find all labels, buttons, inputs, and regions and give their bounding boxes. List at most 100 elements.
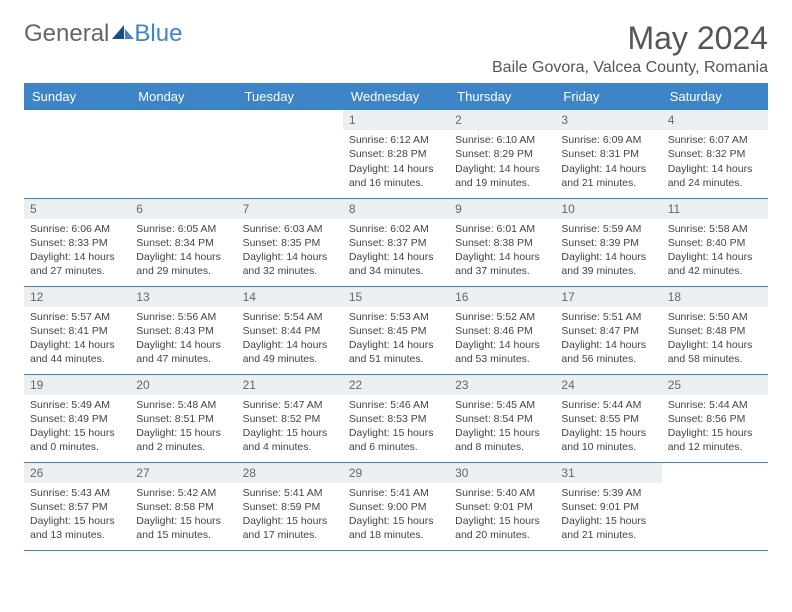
- day-number: 20: [130, 375, 236, 395]
- calendar-week-row: 26Sunrise: 5:43 AMSunset: 8:57 PMDayligh…: [24, 462, 768, 550]
- day-details: Sunrise: 5:41 AMSunset: 9:00 PMDaylight:…: [343, 483, 449, 547]
- day-details: Sunrise: 5:47 AMSunset: 8:52 PMDaylight:…: [237, 395, 343, 459]
- calendar-day-cell: 16Sunrise: 5:52 AMSunset: 8:46 PMDayligh…: [449, 286, 555, 374]
- calendar-day-cell: 1Sunrise: 6:12 AMSunset: 8:28 PMDaylight…: [343, 110, 449, 198]
- calendar-day-cell: [130, 110, 236, 198]
- day-number: 17: [555, 287, 661, 307]
- day-number: 11: [662, 199, 768, 219]
- title-block: May 2024 Baile Govora, Valcea County, Ro…: [492, 20, 768, 77]
- weekday-header-row: SundayMondayTuesdayWednesdayThursdayFrid…: [24, 83, 768, 110]
- calendar-week-row: 19Sunrise: 5:49 AMSunset: 8:49 PMDayligh…: [24, 374, 768, 462]
- calendar-day-cell: 5Sunrise: 6:06 AMSunset: 8:33 PMDaylight…: [24, 198, 130, 286]
- month-title: May 2024: [492, 20, 768, 57]
- day-details: Sunrise: 5:50 AMSunset: 8:48 PMDaylight:…: [662, 307, 768, 371]
- day-number: 28: [237, 463, 343, 483]
- day-details: Sunrise: 5:57 AMSunset: 8:41 PMDaylight:…: [24, 307, 130, 371]
- day-details: Sunrise: 5:52 AMSunset: 8:46 PMDaylight:…: [449, 307, 555, 371]
- day-details: Sunrise: 6:10 AMSunset: 8:29 PMDaylight:…: [449, 130, 555, 194]
- day-number: 3: [555, 110, 661, 130]
- day-details: Sunrise: 5:54 AMSunset: 8:44 PMDaylight:…: [237, 307, 343, 371]
- calendar-day-cell: 9Sunrise: 6:01 AMSunset: 8:38 PMDaylight…: [449, 198, 555, 286]
- day-details: Sunrise: 6:06 AMSunset: 8:33 PMDaylight:…: [24, 219, 130, 283]
- day-details: Sunrise: 5:59 AMSunset: 8:39 PMDaylight:…: [555, 219, 661, 283]
- weekday-header: Monday: [130, 83, 236, 110]
- calendar-day-cell: 14Sunrise: 5:54 AMSunset: 8:44 PMDayligh…: [237, 286, 343, 374]
- day-details: Sunrise: 5:45 AMSunset: 8:54 PMDaylight:…: [449, 395, 555, 459]
- day-number: 7: [237, 199, 343, 219]
- day-details: Sunrise: 6:07 AMSunset: 8:32 PMDaylight:…: [662, 130, 768, 194]
- day-details: Sunrise: 6:12 AMSunset: 8:28 PMDaylight:…: [343, 130, 449, 194]
- day-number: 26: [24, 463, 130, 483]
- calendar-day-cell: 12Sunrise: 5:57 AMSunset: 8:41 PMDayligh…: [24, 286, 130, 374]
- weekday-header: Saturday: [662, 83, 768, 110]
- day-details: Sunrise: 5:43 AMSunset: 8:57 PMDaylight:…: [24, 483, 130, 547]
- calendar-day-cell: 26Sunrise: 5:43 AMSunset: 8:57 PMDayligh…: [24, 462, 130, 550]
- day-details: Sunrise: 5:48 AMSunset: 8:51 PMDaylight:…: [130, 395, 236, 459]
- day-details: Sunrise: 5:40 AMSunset: 9:01 PMDaylight:…: [449, 483, 555, 547]
- calendar-day-cell: [662, 462, 768, 550]
- day-details: Sunrise: 5:51 AMSunset: 8:47 PMDaylight:…: [555, 307, 661, 371]
- day-details: Sunrise: 6:09 AMSunset: 8:31 PMDaylight:…: [555, 130, 661, 194]
- calendar-day-cell: 29Sunrise: 5:41 AMSunset: 9:00 PMDayligh…: [343, 462, 449, 550]
- logo-text2: Blue: [134, 20, 182, 48]
- calendar-week-row: 12Sunrise: 5:57 AMSunset: 8:41 PMDayligh…: [24, 286, 768, 374]
- calendar-day-cell: 27Sunrise: 5:42 AMSunset: 8:58 PMDayligh…: [130, 462, 236, 550]
- weekday-header: Wednesday: [343, 83, 449, 110]
- day-details: Sunrise: 5:53 AMSunset: 8:45 PMDaylight:…: [343, 307, 449, 371]
- calendar-day-cell: 30Sunrise: 5:40 AMSunset: 9:01 PMDayligh…: [449, 462, 555, 550]
- day-number: 8: [343, 199, 449, 219]
- calendar-week-row: 5Sunrise: 6:06 AMSunset: 8:33 PMDaylight…: [24, 198, 768, 286]
- logo-text1: General: [24, 20, 109, 48]
- calendar-day-cell: 15Sunrise: 5:53 AMSunset: 8:45 PMDayligh…: [343, 286, 449, 374]
- day-number: 14: [237, 287, 343, 307]
- day-details: Sunrise: 5:39 AMSunset: 9:01 PMDaylight:…: [555, 483, 661, 547]
- day-details: Sunrise: 5:46 AMSunset: 8:53 PMDaylight:…: [343, 395, 449, 459]
- weekday-header: Thursday: [449, 83, 555, 110]
- weekday-header: Tuesday: [237, 83, 343, 110]
- day-details: Sunrise: 5:42 AMSunset: 8:58 PMDaylight:…: [130, 483, 236, 547]
- day-number: 4: [662, 110, 768, 130]
- day-details: Sunrise: 5:58 AMSunset: 8:40 PMDaylight:…: [662, 219, 768, 283]
- logo: General Blue: [24, 20, 182, 48]
- day-number: 21: [237, 375, 343, 395]
- calendar-day-cell: 8Sunrise: 6:02 AMSunset: 8:37 PMDaylight…: [343, 198, 449, 286]
- day-number: 2: [449, 110, 555, 130]
- day-number: 22: [343, 375, 449, 395]
- day-details: Sunrise: 5:44 AMSunset: 8:55 PMDaylight:…: [555, 395, 661, 459]
- calendar-day-cell: 7Sunrise: 6:03 AMSunset: 8:35 PMDaylight…: [237, 198, 343, 286]
- day-number: 13: [130, 287, 236, 307]
- calendar-day-cell: 24Sunrise: 5:44 AMSunset: 8:55 PMDayligh…: [555, 374, 661, 462]
- calendar-day-cell: 11Sunrise: 5:58 AMSunset: 8:40 PMDayligh…: [662, 198, 768, 286]
- day-details: Sunrise: 5:41 AMSunset: 8:59 PMDaylight:…: [237, 483, 343, 547]
- calendar-day-cell: 20Sunrise: 5:48 AMSunset: 8:51 PMDayligh…: [130, 374, 236, 462]
- calendar-day-cell: 4Sunrise: 6:07 AMSunset: 8:32 PMDaylight…: [662, 110, 768, 198]
- day-details: Sunrise: 5:44 AMSunset: 8:56 PMDaylight:…: [662, 395, 768, 459]
- day-number: 10: [555, 199, 661, 219]
- calendar-day-cell: [237, 110, 343, 198]
- day-number: 18: [662, 287, 768, 307]
- day-details: Sunrise: 5:56 AMSunset: 8:43 PMDaylight:…: [130, 307, 236, 371]
- day-details: Sunrise: 6:05 AMSunset: 8:34 PMDaylight:…: [130, 219, 236, 283]
- weekday-header: Sunday: [24, 83, 130, 110]
- calendar-day-cell: 17Sunrise: 5:51 AMSunset: 8:47 PMDayligh…: [555, 286, 661, 374]
- calendar-day-cell: 13Sunrise: 5:56 AMSunset: 8:43 PMDayligh…: [130, 286, 236, 374]
- calendar-day-cell: 22Sunrise: 5:46 AMSunset: 8:53 PMDayligh…: [343, 374, 449, 462]
- day-number: 27: [130, 463, 236, 483]
- day-details: Sunrise: 5:49 AMSunset: 8:49 PMDaylight:…: [24, 395, 130, 459]
- day-number: 6: [130, 199, 236, 219]
- day-number: 29: [343, 463, 449, 483]
- calendar-day-cell: 2Sunrise: 6:10 AMSunset: 8:29 PMDaylight…: [449, 110, 555, 198]
- calendar-day-cell: [24, 110, 130, 198]
- page-header: General Blue May 2024 Baile Govora, Valc…: [24, 20, 768, 77]
- location-text: Baile Govora, Valcea County, Romania: [492, 59, 768, 77]
- day-details: Sunrise: 6:03 AMSunset: 8:35 PMDaylight:…: [237, 219, 343, 283]
- day-number: 25: [662, 375, 768, 395]
- day-number: 9: [449, 199, 555, 219]
- weekday-header: Friday: [555, 83, 661, 110]
- day-number: 1: [343, 110, 449, 130]
- day-details: Sunrise: 6:02 AMSunset: 8:37 PMDaylight:…: [343, 219, 449, 283]
- calendar-day-cell: 23Sunrise: 5:45 AMSunset: 8:54 PMDayligh…: [449, 374, 555, 462]
- calendar-day-cell: 10Sunrise: 5:59 AMSunset: 8:39 PMDayligh…: [555, 198, 661, 286]
- calendar-day-cell: 21Sunrise: 5:47 AMSunset: 8:52 PMDayligh…: [237, 374, 343, 462]
- day-number: 24: [555, 375, 661, 395]
